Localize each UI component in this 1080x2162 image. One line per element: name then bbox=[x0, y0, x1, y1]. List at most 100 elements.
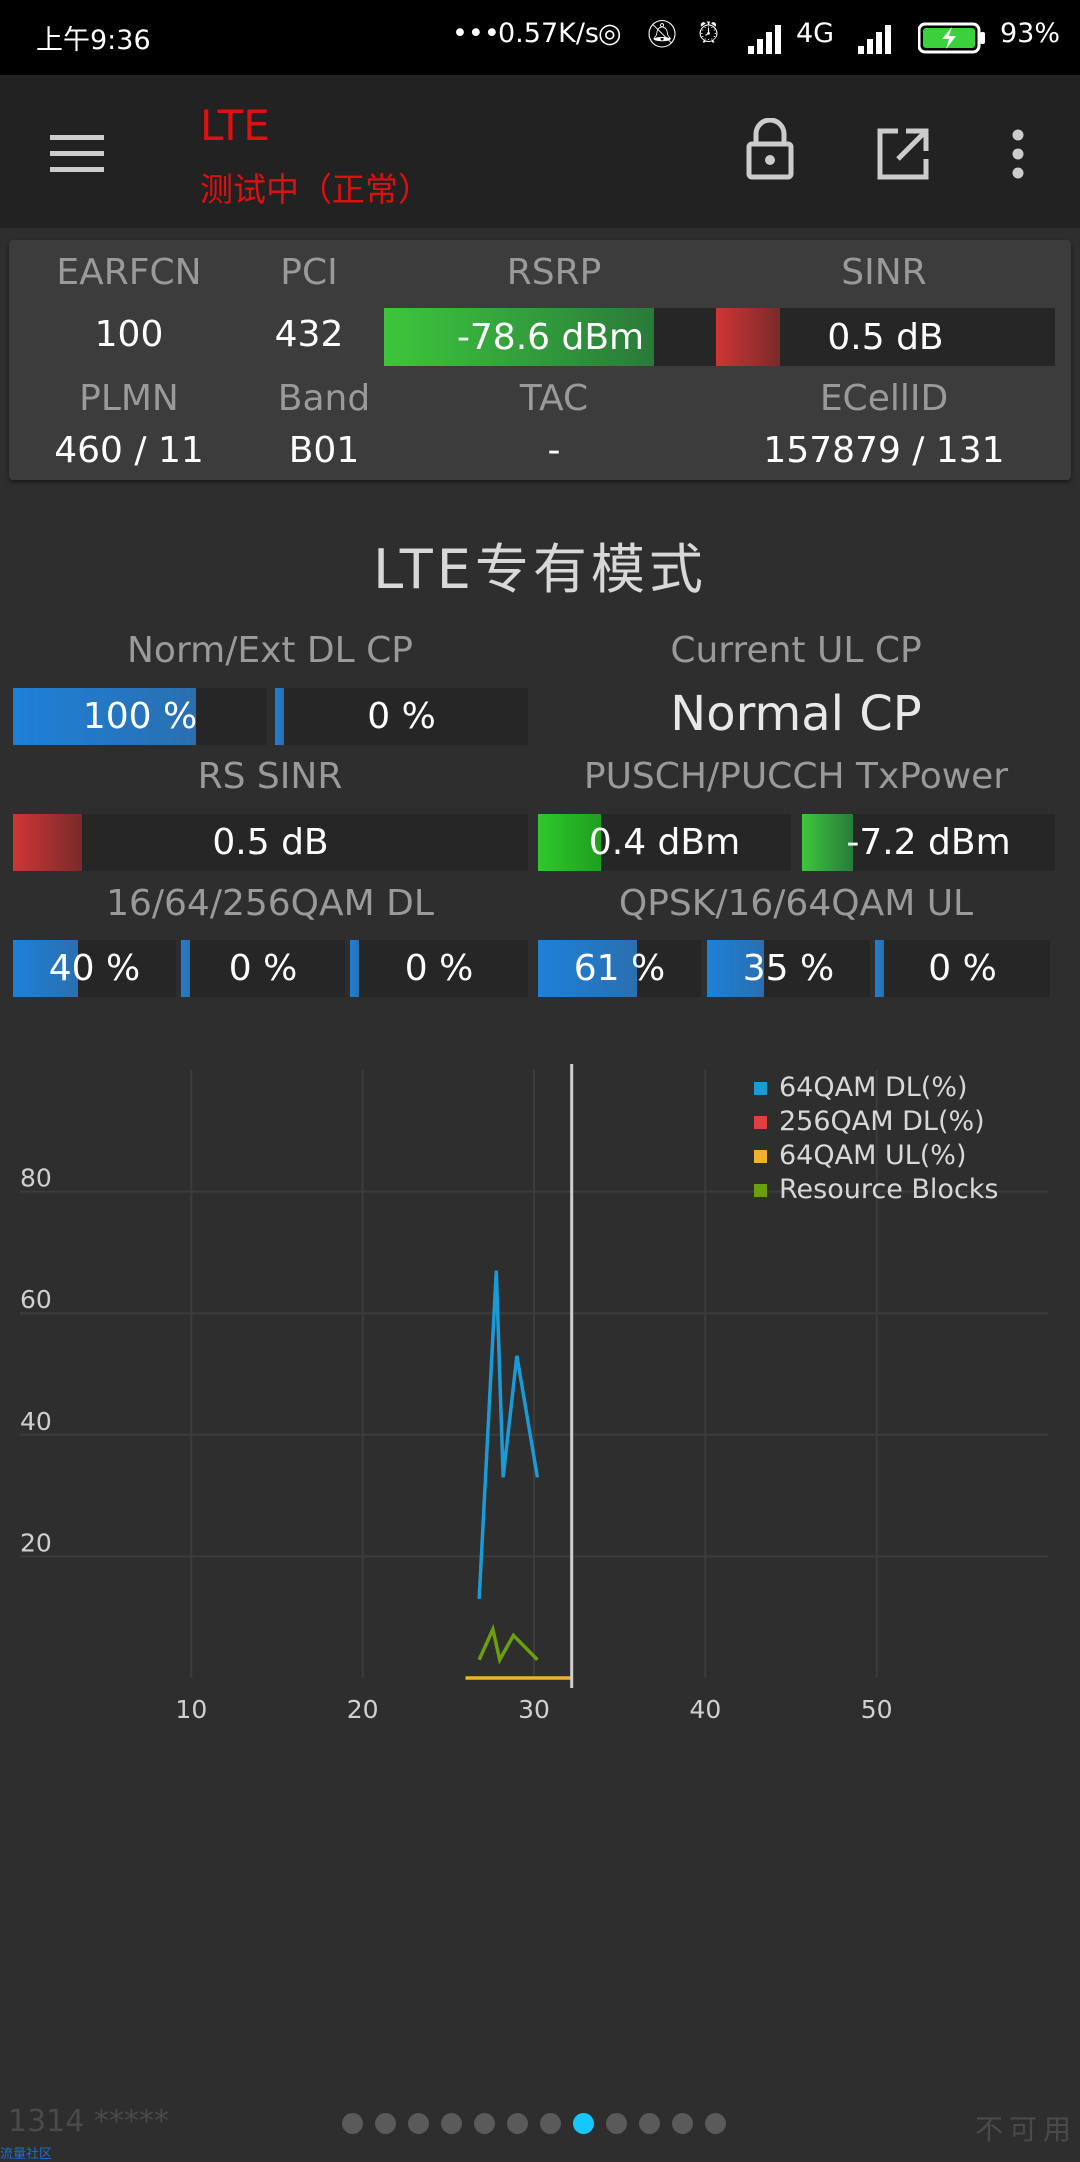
status-time: 上午9:36 bbox=[36, 25, 151, 56]
tac-label: TAC bbox=[519, 378, 589, 419]
page-dot[interactable] bbox=[408, 2113, 429, 2134]
cell-info-panel: EARFCN PCI RSRP SINR 100 432 -78.6 dBm 0… bbox=[9, 240, 1071, 480]
page-dot[interactable] bbox=[705, 2113, 726, 2134]
qam-dl-64-value: 0 % bbox=[228, 948, 298, 989]
page-dot[interactable] bbox=[441, 2113, 462, 2134]
ext-cp-bar-fill bbox=[275, 688, 284, 745]
ecellid-label: ECellID bbox=[819, 378, 949, 419]
legend-swatch bbox=[754, 1082, 767, 1095]
qam-dl-256-bar: 0 % bbox=[350, 940, 528, 997]
plmn-label: PLMN bbox=[79, 378, 179, 419]
y-tick-label: 40 bbox=[20, 1407, 52, 1436]
series-line bbox=[477, 1623, 539, 1665]
net-speed: 0.57K/s bbox=[498, 18, 599, 49]
battery-charging-icon bbox=[918, 22, 985, 54]
signal-icon bbox=[748, 25, 781, 54]
rs-sinr-bar-fill bbox=[13, 814, 83, 871]
x-tick-label: 30 bbox=[518, 1695, 550, 1720]
qam-ul-qpsk-bar: 61 % bbox=[538, 940, 701, 997]
ul-cp-value: Normal CP bbox=[670, 686, 922, 742]
page-dot[interactable] bbox=[507, 2113, 528, 2134]
legend-label: Resource Blocks bbox=[779, 1174, 999, 1205]
chart-svg: 10 20 30 40 50 20 40 60 80 bbox=[20, 1064, 1048, 1724]
page-dot[interactable] bbox=[639, 2113, 660, 2134]
page-dot[interactable] bbox=[342, 2113, 363, 2134]
x-tick-label: 40 bbox=[689, 1695, 721, 1720]
qam-dl-16-bar: 40 % bbox=[13, 940, 176, 997]
tac-value: - bbox=[547, 430, 561, 471]
qam-dl-label: 16/64/256QAM DL bbox=[106, 883, 434, 924]
qam-ul-label: QPSK/16/64QAM UL bbox=[618, 883, 974, 924]
legend-item: 256QAM DL(%) bbox=[754, 1106, 985, 1137]
rs-sinr-value: 0.5 dB bbox=[212, 822, 329, 863]
rsrp-label: RSRP bbox=[506, 252, 602, 293]
alarm-icon: ⏰︎ bbox=[698, 18, 720, 49]
x-tick-label: 50 bbox=[861, 1695, 893, 1720]
toolbar-subtitle: 测试中（正常） bbox=[200, 170, 431, 209]
txpower-label: PUSCH/PUCCH TxPower bbox=[583, 756, 1009, 797]
qam-dl-64-bar-fill bbox=[181, 940, 190, 997]
earfcn-value: 100 bbox=[94, 314, 164, 355]
norm-ext-label: Norm/Ext DL CP bbox=[127, 630, 413, 671]
legend-swatch bbox=[754, 1116, 767, 1129]
hotspot-icon: ◎ bbox=[598, 18, 622, 49]
page-dot[interactable] bbox=[474, 2113, 495, 2134]
y-tick-label: 20 bbox=[20, 1528, 52, 1557]
qam-dl-256-value: 0 % bbox=[404, 948, 474, 989]
legend-swatch bbox=[754, 1150, 767, 1163]
legend-label: 64QAM DL(%) bbox=[779, 1072, 968, 1103]
pucch-power-bar: -7.2 dBm bbox=[802, 814, 1055, 871]
page-dot[interactable] bbox=[375, 2113, 396, 2134]
ext-cp-value: 0 % bbox=[367, 696, 436, 737]
qam-ul-64-bar: 0 % bbox=[875, 940, 1050, 997]
ul-cp-label: Current UL CP bbox=[670, 630, 922, 671]
legend-label: 256QAM DL(%) bbox=[779, 1106, 985, 1137]
legend-item: 64QAM DL(%) bbox=[754, 1072, 968, 1103]
x-tick-label: 20 bbox=[347, 1695, 379, 1720]
page-dot[interactable] bbox=[540, 2113, 561, 2134]
qam-ul-64-value: 0 % bbox=[928, 948, 997, 989]
status-bar: 上午9:36 ••• 0.57K/s ◎ 🔕︎ ⏰︎ 4G 93% bbox=[0, 0, 1080, 75]
pusch-power-bar-fill bbox=[538, 814, 602, 871]
pusch-power-bar: 0.4 dBm bbox=[538, 814, 791, 871]
pci-label: PCI bbox=[280, 252, 338, 293]
qam-ul-qpsk-bar-fill bbox=[538, 940, 638, 997]
menu-icon[interactable] bbox=[50, 133, 104, 173]
band-value: B01 bbox=[288, 430, 360, 471]
sinr-value: 0.5 dB bbox=[827, 316, 944, 358]
ecellid-value: 157879 / 131 bbox=[763, 430, 1005, 471]
norm-cp-bar-fill bbox=[13, 688, 196, 745]
footer-left-text: 1314 ***** bbox=[8, 2104, 169, 2139]
sinr-bar: 0.5 dB bbox=[716, 308, 1055, 366]
pusch-power-value: 0.4 dBm bbox=[588, 822, 741, 863]
sinr-bar-fill bbox=[716, 308, 781, 366]
ext-cp-bar: 0 % bbox=[275, 688, 528, 745]
earfcn-label: EARFCN bbox=[56, 252, 202, 293]
footer-right-text: 不可用 bbox=[975, 2113, 1078, 2146]
more-icon[interactable] bbox=[1010, 129, 1026, 179]
x-tick-label: 10 bbox=[175, 1695, 207, 1720]
pci-value: 432 bbox=[274, 314, 344, 355]
qam-ul-qpsk-value: 61 % bbox=[573, 948, 666, 989]
rsrp-bar: -78.6 dBm bbox=[384, 308, 717, 366]
norm-cp-value: 100 % bbox=[82, 696, 198, 737]
legend-item: Resource Blocks bbox=[754, 1174, 999, 1205]
page-dot[interactable] bbox=[573, 2113, 594, 2134]
page-dot[interactable] bbox=[606, 2113, 627, 2134]
series-line bbox=[477, 1270, 540, 1600]
qam-chart[interactable]: 10 20 30 40 50 20 40 60 80 64QAM DL(%) 256QAM DL(… bbox=[0, 1060, 1080, 1724]
network-type: 4G bbox=[796, 18, 835, 49]
legend-label: 64QAM UL(%) bbox=[779, 1140, 967, 1171]
share-icon[interactable] bbox=[876, 127, 930, 181]
lock-icon[interactable] bbox=[746, 118, 794, 180]
band-label: Band bbox=[277, 378, 371, 419]
qam-ul-16-bar: 35 % bbox=[707, 940, 870, 997]
pucch-power-bar-fill bbox=[802, 814, 853, 871]
section-title: LTE专有模式 bbox=[373, 538, 707, 601]
watermark: 流量社区 bbox=[0, 2147, 53, 2162]
qam-dl-16-value: 40 % bbox=[48, 948, 141, 989]
legend-swatch bbox=[754, 1184, 767, 1197]
page-dot[interactable] bbox=[672, 2113, 693, 2134]
y-tick-label: 60 bbox=[20, 1285, 52, 1314]
toolbar-title: LTE bbox=[200, 101, 270, 150]
